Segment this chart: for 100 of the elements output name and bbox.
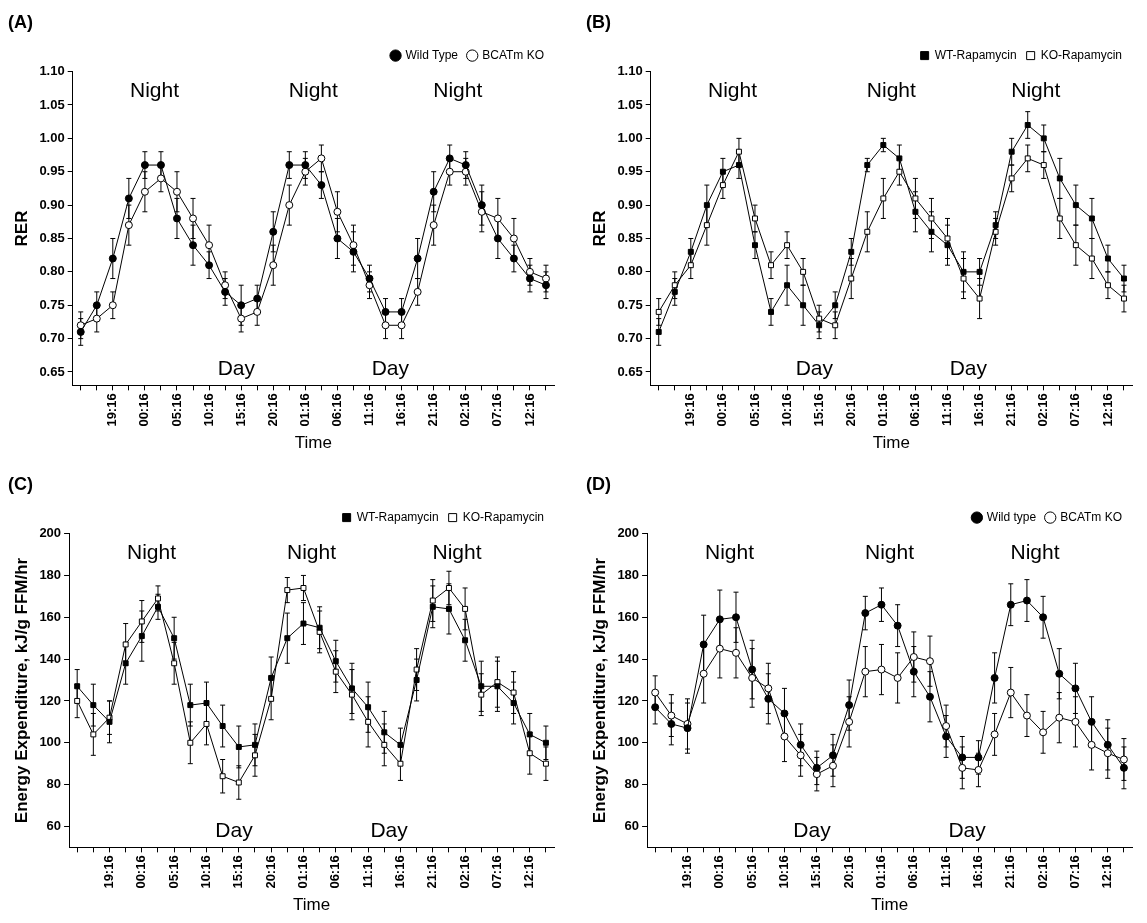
point [1056,175,1063,182]
y-tick-label: 80 [46,776,62,792]
x-tick-label: 20:16 [842,393,858,427]
point [541,274,550,283]
point [253,307,262,316]
point [92,301,101,310]
point [413,254,422,263]
point [413,287,422,296]
x-tick-label: 02:16 [1035,393,1051,427]
point [1121,295,1127,302]
point [542,739,549,746]
annotation: Day [795,356,834,380]
point [703,222,710,229]
point [731,648,740,657]
x-tick-label: 16:16 [392,855,408,889]
legend-label: BCATm KO [482,47,544,62]
x-tick-label: 15:16 [808,855,824,889]
point [140,161,149,170]
point [74,697,81,704]
x-tick-label: 16:16 [971,393,987,427]
legend-label: KO-Rapamycin [1040,47,1122,62]
point [219,723,226,730]
x-tick-label: 00:16 [711,855,727,889]
y-tick-label: 100 [39,734,62,750]
point [172,187,181,196]
y-tick-label: 180 [39,567,62,583]
point [300,585,307,591]
point [958,763,967,772]
point [171,635,178,642]
point [268,695,275,702]
y-tick-label: 0.75 [617,296,643,312]
point [1055,713,1064,722]
point [509,254,518,263]
point [542,760,549,767]
point [990,730,999,739]
point [205,241,214,250]
point [912,208,919,215]
point [845,717,854,726]
point [812,770,821,779]
y-tick-label: 60 [624,818,640,834]
point [1088,215,1095,222]
x-axis-title: Time [870,895,909,915]
point [397,307,406,316]
point [752,242,758,249]
x-tick-label: 00:16 [133,855,149,889]
x-tick-label: 12:16 [521,393,537,427]
point [381,741,388,748]
point [397,321,406,330]
y-tick-label: 0.90 [39,196,65,212]
point [816,322,823,329]
point [397,760,404,767]
point [796,751,805,760]
point [237,301,246,310]
point [253,294,262,303]
point [1040,162,1047,169]
point [122,641,129,648]
annotation: Night [705,540,755,564]
point [735,162,742,169]
point [106,718,113,725]
legend-label: KO-Rapamycin [462,509,544,524]
point [731,613,740,622]
point [203,720,210,727]
point [333,207,342,216]
x-tick-label: 12:16 [1099,855,1115,889]
chart-title: (C) [8,473,33,494]
point [187,702,194,709]
point [92,314,101,323]
y-tick-label: 0.65 [617,363,643,379]
point [462,605,469,612]
point [172,214,181,223]
annotation: Night [288,78,339,102]
x-tick-label: 05:16 [743,855,759,889]
x-tick-label: 06:16 [905,855,921,889]
x-tick-label: 05:16 [746,393,762,427]
y-tick-label: 1.05 [617,96,643,112]
point [189,214,198,223]
point [541,281,550,290]
point [1088,255,1095,262]
x-tick-label: 20:16 [264,393,280,427]
x-tick-label: 07:16 [489,393,505,427]
x-tick-label: 05:16 [165,855,181,889]
x-tick-label: 12:16 [1099,393,1115,427]
y-tick-label: 0.65 [39,363,65,379]
x-axis-title: Time [872,433,910,453]
point [928,228,935,235]
point [748,665,757,674]
point [1087,740,1096,749]
y-tick-label: 0.85 [617,230,643,246]
point [219,773,226,780]
x-tick-label: 01:16 [874,393,890,427]
point [1022,596,1031,605]
point [252,741,258,748]
point [477,201,486,210]
point [748,673,757,682]
point [960,268,967,275]
point [752,215,758,222]
point [796,740,805,749]
point [155,595,161,602]
point [365,718,372,725]
point [494,683,501,690]
